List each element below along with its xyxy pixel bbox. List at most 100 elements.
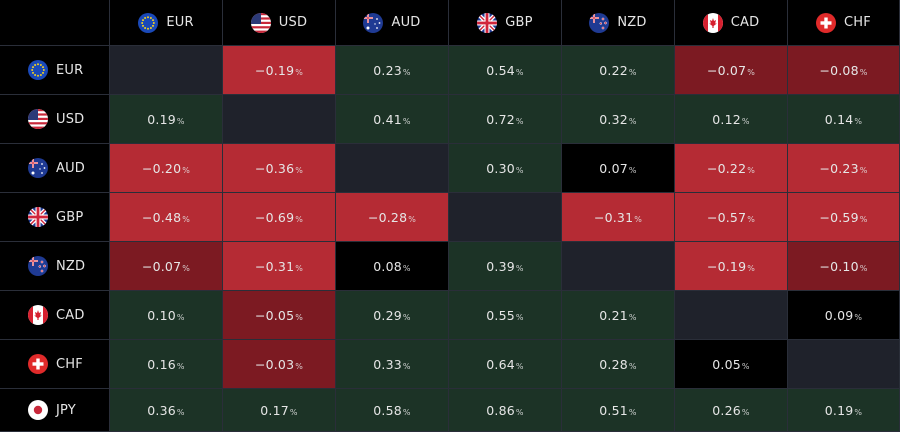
- rate-cell[interactable]: [110, 46, 223, 95]
- rate-cell[interactable]: 0.33%: [336, 340, 449, 389]
- rate-cell[interactable]: 0.07%: [562, 144, 675, 193]
- rate-cell[interactable]: −0.23%: [788, 144, 900, 193]
- rate-number: 0.36: [147, 402, 176, 418]
- rate-cell[interactable]: 0.30%: [449, 144, 562, 193]
- rate-cell[interactable]: 0.23%: [336, 46, 449, 95]
- rate-value: 0.07%: [599, 161, 636, 176]
- rate-number: 0.14: [824, 111, 854, 127]
- rate-cell[interactable]: −0.19%: [223, 46, 336, 95]
- rate-cell[interactable]: 0.54%: [449, 46, 562, 95]
- rate-value: −0.23%: [819, 161, 867, 176]
- percent-sign: %: [295, 312, 304, 322]
- rate-cell[interactable]: 0.29%: [336, 291, 449, 340]
- percent-sign: %: [515, 165, 524, 175]
- rate-cell[interactable]: 0.05%: [675, 340, 788, 389]
- rate-number: −0.36: [254, 160, 295, 176]
- nz-flag-icon: [28, 256, 48, 276]
- rate-cell[interactable]: 0.55%: [449, 291, 562, 340]
- percent-sign: %: [854, 312, 863, 322]
- percent-sign: %: [402, 312, 411, 322]
- rate-cell[interactable]: 0.16%: [110, 340, 223, 389]
- rate-cell[interactable]: 0.51%: [562, 389, 675, 432]
- rate-cell[interactable]: −0.08%: [788, 46, 900, 95]
- rate-cell[interactable]: 0.10%: [110, 291, 223, 340]
- rate-cell[interactable]: [449, 193, 562, 242]
- rate-value: 0.33%: [373, 357, 410, 372]
- column-header-label: AUD: [391, 15, 421, 30]
- rate-cell[interactable]: 0.14%: [788, 95, 900, 144]
- rate-cell[interactable]: 0.64%: [449, 340, 562, 389]
- rate-value: −0.08%: [819, 63, 867, 78]
- percent-sign: %: [182, 263, 191, 273]
- ca-flag-icon: [702, 12, 723, 33]
- rate-cell[interactable]: −0.28%: [336, 193, 449, 242]
- rate-value: 0.05%: [712, 357, 749, 372]
- rate-value: 0.28%: [599, 357, 636, 372]
- rate-cell[interactable]: 0.36%: [110, 389, 223, 432]
- rate-value: 0.54%: [486, 63, 523, 78]
- rate-cell[interactable]: −0.07%: [675, 46, 788, 95]
- rate-cell[interactable]: 0.22%: [562, 46, 675, 95]
- rate-cell[interactable]: −0.48%: [110, 193, 223, 242]
- percent-sign: %: [515, 263, 524, 273]
- eu-flag-icon: [138, 12, 159, 33]
- rate-cell[interactable]: 0.09%: [788, 291, 900, 340]
- rate-cell[interactable]: 0.19%: [788, 389, 900, 432]
- row-header-label: AUD: [56, 160, 86, 176]
- rate-cell[interactable]: [675, 291, 788, 340]
- rate-cell[interactable]: 0.12%: [675, 95, 788, 144]
- rate-cell[interactable]: [788, 340, 900, 389]
- rate-cell[interactable]: 0.17%: [223, 389, 336, 432]
- rate-cell[interactable]: −0.22%: [675, 144, 788, 193]
- rate-cell[interactable]: 0.32%: [562, 95, 675, 144]
- rate-cell[interactable]: −0.03%: [223, 340, 336, 389]
- rate-cell[interactable]: −0.20%: [110, 144, 223, 193]
- rate-cell[interactable]: −0.36%: [223, 144, 336, 193]
- row-header-cad: CAD: [0, 291, 110, 340]
- rate-cell[interactable]: −0.19%: [675, 242, 788, 291]
- rate-number: 0.51: [599, 402, 628, 418]
- percent-sign: %: [747, 67, 756, 77]
- rate-cell[interactable]: [336, 144, 449, 193]
- rate-cell[interactable]: −0.69%: [223, 193, 336, 242]
- rate-cell[interactable]: −0.31%: [223, 242, 336, 291]
- rate-cell[interactable]: 0.58%: [336, 389, 449, 432]
- percent-sign: %: [515, 361, 524, 371]
- nz-flag-icon: [589, 12, 610, 33]
- rate-value: 0.09%: [825, 308, 862, 323]
- rate-value: 0.22%: [599, 63, 636, 78]
- rate-cell[interactable]: 0.08%: [336, 242, 449, 291]
- rate-cell[interactable]: −0.57%: [675, 193, 788, 242]
- rate-cell[interactable]: 0.86%: [449, 389, 562, 432]
- percent-sign: %: [402, 67, 411, 77]
- rate-cell[interactable]: [223, 95, 336, 144]
- row-header-eur: EUR: [0, 46, 110, 95]
- rate-cell[interactable]: 0.39%: [449, 242, 562, 291]
- rate-cell[interactable]: 0.28%: [562, 340, 675, 389]
- rate-cell[interactable]: 0.72%: [449, 95, 562, 144]
- rate-cell[interactable]: 0.41%: [336, 95, 449, 144]
- rate-value: −0.07%: [142, 259, 190, 274]
- rate-cell[interactable]: −0.10%: [788, 242, 900, 291]
- percent-sign: %: [747, 214, 756, 224]
- column-header-chf: CHF: [788, 0, 900, 46]
- rate-cell[interactable]: [562, 242, 675, 291]
- column-header-label: NZD: [617, 15, 647, 30]
- rate-value: 0.55%: [486, 308, 523, 323]
- rate-cell[interactable]: −0.31%: [562, 193, 675, 242]
- rate-value: −0.69%: [255, 210, 303, 225]
- rate-cell[interactable]: 0.19%: [110, 95, 223, 144]
- row-header-label: GBP: [56, 209, 84, 225]
- gb-flag-icon: [28, 207, 48, 227]
- rate-number: −0.22: [706, 160, 747, 176]
- rate-cell[interactable]: −0.07%: [110, 242, 223, 291]
- percent-sign: %: [859, 165, 868, 175]
- column-header-nzd: NZD: [562, 0, 675, 46]
- rate-number: −0.57: [706, 209, 747, 225]
- rate-cell[interactable]: 0.21%: [562, 291, 675, 340]
- column-header-label: EUR: [166, 15, 194, 30]
- rate-number: 0.72: [486, 111, 515, 127]
- rate-cell[interactable]: −0.59%: [788, 193, 900, 242]
- rate-cell[interactable]: 0.26%: [675, 389, 788, 432]
- rate-cell[interactable]: −0.05%: [223, 291, 336, 340]
